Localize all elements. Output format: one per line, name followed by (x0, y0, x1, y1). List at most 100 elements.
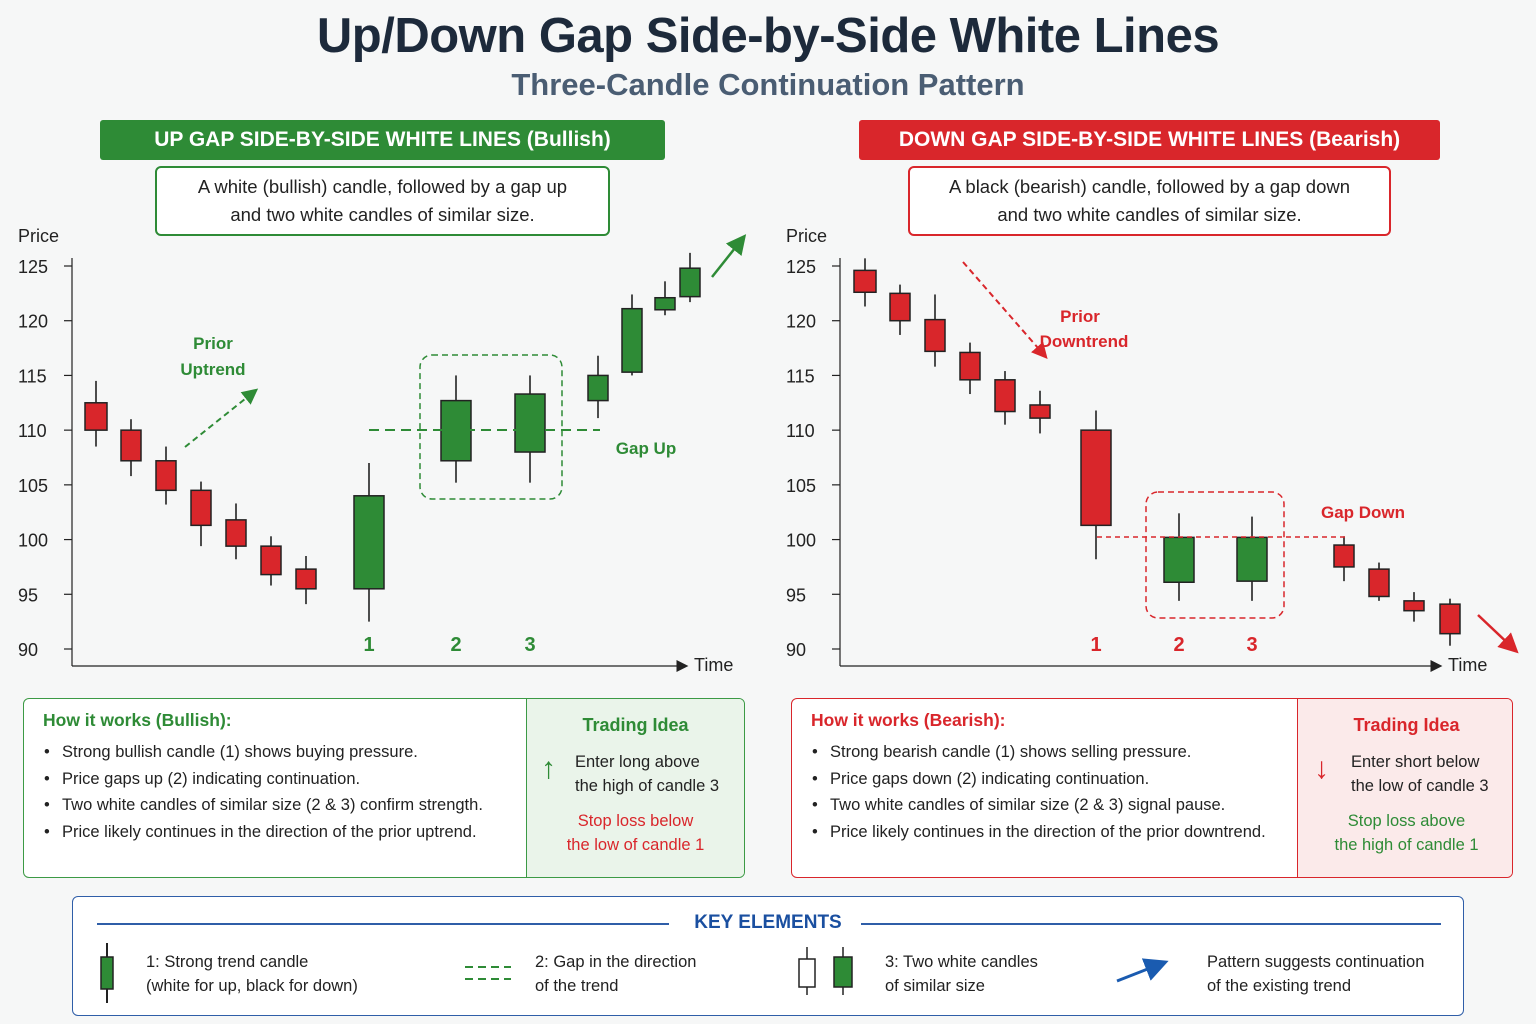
y-tick-label: 105 (18, 476, 48, 496)
candle-body (155, 460, 177, 492)
key-divider-right (861, 923, 1441, 925)
bullish-entry-line1: Enter long above (575, 753, 700, 771)
bullish-banner: UP GAP SIDE-BY-SIDE WHITE LINES (Bullish… (100, 120, 665, 160)
y-tick-label: 100 (786, 531, 816, 551)
two-candles-icon (798, 947, 853, 995)
candle-body (1236, 536, 1268, 582)
list-item: Strong bullish candle (1) shows buying p… (62, 739, 483, 766)
bearish-entry: Enter short below the low of candle 3 (1351, 750, 1512, 798)
candle-body (120, 429, 142, 462)
list-item: Price gaps up (2) indicating continuatio… (62, 766, 483, 793)
list-item: Price likely continues in the direction … (62, 819, 483, 846)
key-item-3: 3: Two white candles of similar size (885, 950, 1038, 998)
y-axis-label: Price (18, 226, 59, 246)
bullish-explanation-panel: How it works (Bullish): Strong bullish c… (23, 698, 745, 878)
candle-body (654, 296, 676, 311)
trend-candle-icon (100, 943, 114, 1003)
candlestick-charts: Price Time 90 95 100 105 110 115 120 125 1 2 3 Price… (18, 226, 1519, 675)
bullish-entry: Enter long above the high of candle 3 (575, 750, 743, 798)
bearish-stop-line1: Stop loss above (1347, 812, 1466, 830)
y-tick-label: 115 (786, 366, 815, 386)
candle-body (514, 393, 546, 453)
candle-body (853, 269, 877, 294)
bearish-entry-line2: the low of candle 3 (1351, 777, 1489, 795)
bearish-chart: Price Time 90 95 100 105 110 115 120 125 1 2 3 (786, 226, 1487, 675)
candle-body (84, 402, 108, 431)
bearish-stop-line2: the high of candle 1 (1334, 836, 1479, 854)
bullish-stop-line1: Stop loss below (577, 812, 694, 830)
y-tick-label: 110 (786, 421, 815, 441)
candle-number-label: 1 (1090, 634, 1101, 656)
bearish-desc-line1: A black (bearish) candle, followed by a … (948, 176, 1351, 197)
bearish-bullet-list: Strong bearish candle (1) shows selling … (830, 739, 1266, 845)
y-tick-label: 100 (18, 531, 48, 551)
page-subtitle: Three-Candle Continuation Pattern (511, 67, 1025, 102)
candle-number-label: 2 (450, 634, 461, 656)
bullish-stop: Stop loss below the low of candle 1 (527, 809, 744, 857)
key-item-3-line2: of similar size (885, 977, 985, 995)
bullish-trading-idea: Trading Idea ↑ Enter long above the high… (526, 699, 744, 877)
bearish-banner: DOWN GAP SIDE-BY-SIDE WHITE LINES (Beari… (859, 120, 1440, 160)
bullish-desc-line1: A white (bullish) candle, followed by a … (197, 176, 568, 197)
bullish-description: A white (bullish) candle, followed by a … (155, 166, 610, 236)
prior-uptrend-label-2: Uptrend (180, 360, 245, 379)
key-item-2: 2: Gap in the direction of the trend (535, 950, 696, 998)
candle-number-label: 3 (524, 634, 535, 656)
y-tick-label: 95 (786, 585, 806, 605)
list-item: Strong bearish candle (1) shows selling … (830, 739, 1266, 766)
bearish-pattern-highlight (1145, 491, 1285, 619)
down-arrow-icon: ↓ (1314, 752, 1329, 785)
continuation-up-arrow (711, 234, 747, 278)
bullish-chart: Price Time 90 95 100 105 110 115 120 125 1 2 3 (18, 226, 733, 675)
candle-body (1439, 603, 1461, 635)
key-title: KEY ELEMENTS (694, 912, 842, 933)
list-item: Two white candles of similar size (2 & 3… (830, 792, 1266, 819)
x-axis-label: Time (694, 655, 733, 675)
bearish-how-title: How it works (Bearish): (811, 710, 1006, 730)
candle-body (1368, 568, 1390, 598)
key-item-2-line1: 2: Gap in the direction (535, 953, 697, 971)
candle-body (1029, 404, 1051, 419)
bullish-entry-line2: the high of candle 3 (575, 777, 720, 795)
key-item-4-line2: of the existing trend (1207, 977, 1352, 995)
prior-downtrend-label-1: Prior (1060, 307, 1100, 326)
y-tick-label: 115 (18, 366, 47, 386)
candle-body (260, 545, 282, 576)
candle-number-label: 3 (1246, 634, 1257, 656)
candle-number-label: 1 (363, 634, 374, 656)
key-item-4: Pattern suggests continuation of the exi… (1207, 950, 1424, 998)
prior-uptrend-label-1: Prior (193, 334, 233, 353)
key-item-1: 1: Strong trend candle (white for up, bl… (146, 950, 358, 998)
y-tick-label: 125 (18, 257, 48, 277)
bearish-desc-line2: and two white candles of similar size. (997, 204, 1302, 225)
candle-body (353, 495, 385, 590)
continuation-down-arrow (1477, 614, 1519, 654)
prior-uptrend-arrow (184, 388, 259, 448)
y-tick-label: 110 (18, 421, 47, 441)
candle-number-label: 2 (1173, 634, 1184, 656)
key-item-1-line2: (white for up, black for down) (146, 977, 358, 995)
bullish-bullet-list: Strong bullish candle (1) shows buying p… (62, 739, 483, 845)
bullish-trade-title: Trading Idea (582, 715, 689, 735)
bearish-explanation-panel: How it works (Bearish): Strong bearish c… (791, 698, 1513, 878)
y-tick-label: 90 (786, 640, 806, 660)
candle-body (621, 307, 643, 373)
key-elements-box: KEY ELEMENTS 1: Strong trend candle (whi… (72, 896, 1464, 1016)
bearish-trade-title: Trading Idea (1353, 715, 1460, 735)
candle-body (889, 292, 911, 322)
gap-up-label: Gap Up (616, 439, 676, 458)
key-item-2-line2: of the trend (535, 977, 619, 995)
bearish-trading-idea: Trading Idea ↓ Enter short below the low… (1297, 699, 1512, 877)
prior-downtrend-arrow (962, 261, 1048, 360)
candle-body (959, 351, 981, 381)
key-item-4-line1: Pattern suggests continuation (1207, 953, 1425, 971)
bearish-description: A black (bearish) candle, followed by a … (908, 166, 1391, 236)
candle-body (225, 519, 247, 547)
candle-body (1163, 536, 1195, 583)
bullish-desc-line2: and two white candles of similar size. (230, 204, 535, 225)
gap-down-label: Gap Down (1321, 503, 1405, 522)
page-title: Up/Down Gap Side-by-Side White Lines (316, 9, 1220, 63)
gap-dashed-line-icon (465, 966, 511, 980)
candle-body (1080, 429, 1112, 527)
list-item: Price gaps down (2) indicating continuat… (830, 766, 1266, 793)
